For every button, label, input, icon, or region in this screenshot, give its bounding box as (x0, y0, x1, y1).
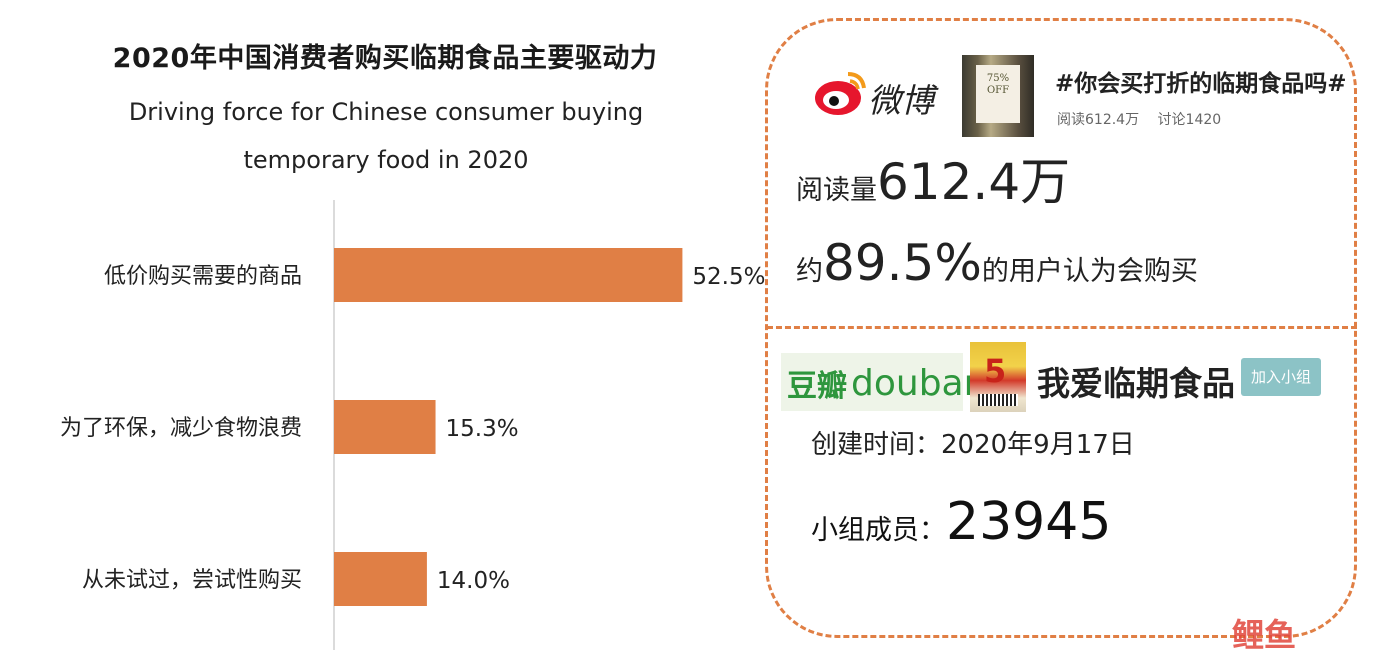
sale-sign-text: 75% OFF (976, 65, 1020, 123)
chart-subtitle: Driving force for Chinese consumer buyin… (76, 88, 696, 184)
bar-2 (334, 552, 427, 606)
join-group-button[interactable]: 加入小组 (1241, 358, 1321, 396)
weibo-topic[interactable]: #你会买打折的临期食品吗# (1055, 71, 1347, 97)
reads-value: 612.4万 (877, 153, 1071, 211)
douban-logo-cn: 豆瓣 (787, 369, 847, 404)
weibo-reads: 阅读量612.4万 (796, 142, 1070, 214)
group-members: 小组成员：23945 (811, 492, 1111, 552)
subtitle-line-2: temporary food in 2020 (243, 146, 529, 174)
created-label: 创建时间： (811, 430, 942, 460)
reads-label: 阅读量 (796, 175, 877, 206)
weibo-meta: 阅读612.4万 讨论1420 (1057, 109, 1235, 129)
bar-chart: 低价购买需要的商品 52.5% 为了环保，减少食物浪费 15.3% 从未试过，尝试性购买… (60, 200, 765, 650)
douban-logo: 豆瓣 douban (781, 353, 986, 411)
group-created: 创建时间：2020年9月17日 (811, 424, 1135, 461)
weibo-percentage: 约89.5%的用户认为会购买 (796, 234, 1198, 292)
data-label-2: 14.0% (437, 568, 510, 594)
data-label-0: 52.5% (692, 264, 765, 290)
bar-1 (334, 400, 436, 454)
data-label-1: 15.3% (446, 416, 519, 442)
subtitle-line-1: Driving force for Chinese consumer buyin… (128, 98, 644, 126)
pct-suffix: 的用户认为会购买 (981, 256, 1198, 287)
discount-number-icon: 5 (984, 352, 1007, 390)
chart-title: 2020年中国消费者购买临期食品主要驱动力 (112, 43, 658, 74)
weibo-logo: 微博 (812, 64, 942, 122)
weibo-logo-text: 微博 (868, 81, 934, 120)
category-label-2: 从未试过，尝试性购买 (82, 568, 302, 593)
watermark: 鲤鱼 (1198, 610, 1388, 654)
bar-0 (334, 248, 683, 302)
barcode-icon (978, 394, 1018, 406)
sale-sign-photo: 75% OFF (962, 55, 1034, 137)
weibo-eye-icon (815, 72, 866, 115)
pct-prefix: 约 (796, 256, 823, 287)
weibo-reads-meta: 阅读612.4万 (1057, 112, 1140, 128)
members-label: 小组成员： (811, 515, 946, 546)
douban-group-name[interactable]: 我爱临期食品 (1037, 364, 1235, 403)
created-value: 2020年9月17日 (941, 430, 1135, 460)
discount-5-photo: 5 (970, 342, 1026, 412)
category-label-0: 低价购买需要的商品 (104, 264, 302, 289)
weibo-discuss-meta: 讨论1420 (1157, 112, 1222, 128)
members-value: 23945 (946, 492, 1112, 552)
pct-value: 89.5% (823, 234, 982, 292)
watermark-logo: 鲤鱼 (1232, 616, 1297, 654)
douban-logo-en: douban (851, 363, 987, 404)
panel-divider (767, 326, 1357, 329)
category-label-1: 为了环保，减少食物浪费 (60, 416, 302, 441)
